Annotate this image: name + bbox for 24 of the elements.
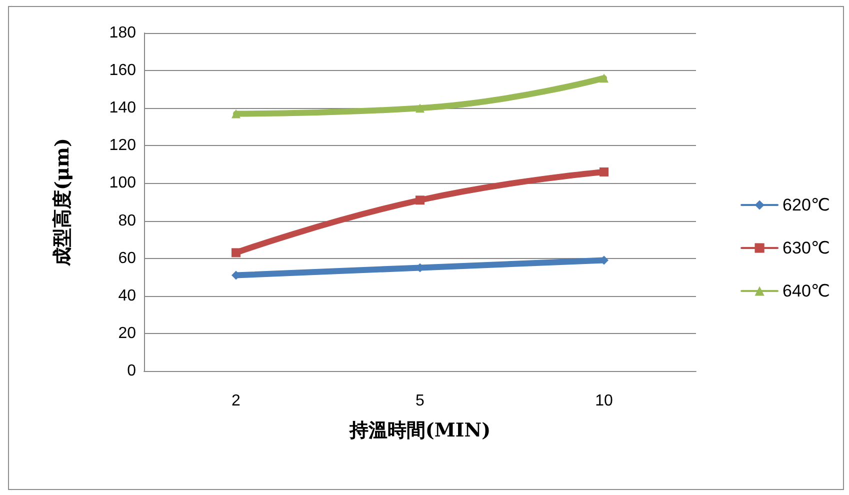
y-tick-label: 180 <box>109 24 136 42</box>
x-tick-label: 5 <box>416 392 425 410</box>
y-tick-label: 160 <box>109 62 136 80</box>
y-tick-label: 60 <box>118 250 136 267</box>
point <box>416 196 424 205</box>
x-tick-label: 10 <box>595 392 613 410</box>
y-tick-label: 140 <box>109 100 136 117</box>
y-tick-label: 40 <box>118 287 136 304</box>
y-tick-label: 20 <box>118 324 136 342</box>
y-tick-label: 0 <box>127 362 136 380</box>
point <box>600 74 608 83</box>
y-tick-label: 80 <box>118 212 136 230</box>
point <box>232 109 240 118</box>
x-tick-label: 2 <box>232 392 241 410</box>
y-tick-label: 100 <box>109 174 136 192</box>
legend-label: 630℃ <box>782 238 830 258</box>
point <box>232 248 240 258</box>
legend-label: 640℃ <box>782 282 830 300</box>
y-tick-label: 120 <box>109 137 136 154</box>
point <box>600 167 608 176</box>
point <box>416 104 424 113</box>
y-axis-title: 成型高度(μm) <box>52 138 74 267</box>
x-axis-title: 持溫時間(MIN) <box>348 420 491 442</box>
legend-label: 620℃ <box>782 196 830 214</box>
